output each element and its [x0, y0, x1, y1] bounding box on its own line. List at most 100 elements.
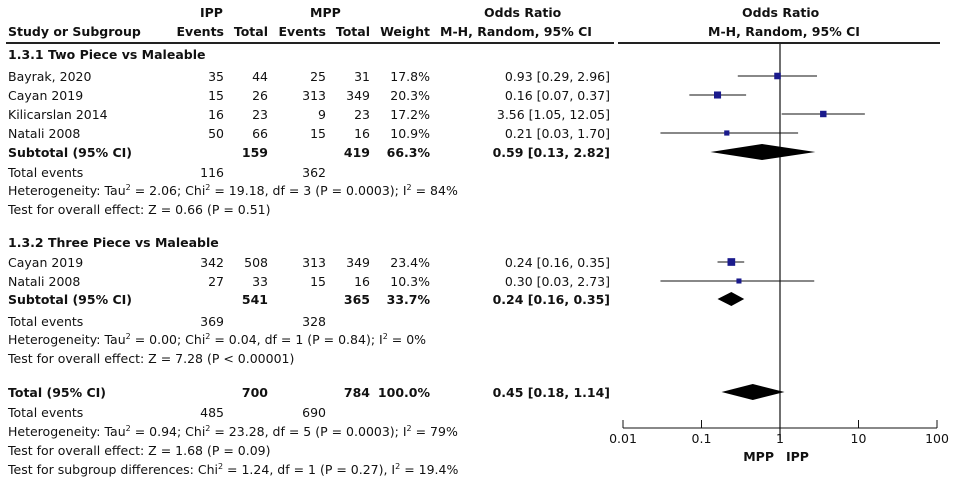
- subtotal-total-mpp: 365: [343, 292, 370, 307]
- header-rule: [6, 42, 614, 44]
- study-marker: [713, 91, 722, 99]
- study-marker: [736, 278, 742, 284]
- weight: 20.3%: [390, 88, 430, 103]
- odds-ratio-ci: 0.16 [0.07, 0.37]: [504, 88, 610, 103]
- total-total-ipp: 700: [241, 385, 268, 400]
- total-mpp: 23: [354, 107, 370, 122]
- total-label: Total (95% CI): [8, 385, 107, 400]
- study-name: Natali 2008: [8, 126, 81, 141]
- events-ipp: 342: [200, 255, 224, 270]
- total-mpp: 349: [346, 88, 370, 103]
- x-tick-label: 0.1: [692, 431, 712, 446]
- header-total-ipp: Total: [233, 24, 268, 39]
- total-ipp: 508: [244, 255, 268, 270]
- x-tick-label: 1: [776, 431, 784, 446]
- favours-left-label: MPP: [743, 449, 774, 464]
- weight: 17.8%: [390, 69, 430, 84]
- study-marker: [820, 110, 827, 118]
- total-mpp: 16: [354, 274, 370, 289]
- total-total-mpp: 784: [343, 385, 370, 400]
- subtotal-label: Subtotal (95% CI): [8, 145, 132, 160]
- header-plot-odds-ratio: Odds Ratio: [742, 5, 820, 20]
- events-mpp: 25: [310, 69, 326, 84]
- study-marker: [774, 72, 781, 80]
- subtotal-label: Subtotal (95% CI): [8, 292, 132, 307]
- odds-ratio-ci: 0.30 [0.03, 2.73]: [504, 274, 610, 289]
- favours-right-label: IPP: [786, 449, 809, 464]
- study-name: Bayrak, 2020: [8, 69, 92, 84]
- heterogeneity-text: Heterogeneity: Tau2 = 0.94; Chi2 = 23.28…: [8, 423, 458, 439]
- weight: 17.2%: [390, 107, 430, 122]
- header-method: M-H, Random, 95% CI: [440, 24, 592, 39]
- study-marker: [724, 130, 730, 136]
- x-tick-label: 100: [925, 431, 949, 446]
- odds-ratio-ci: 0.21 [0.03, 1.70]: [504, 126, 610, 141]
- header-events-ipp: Events: [176, 24, 224, 39]
- events-mpp: 313: [302, 88, 326, 103]
- subtotal-total-ipp: 541: [241, 292, 268, 307]
- overall-effect-text: Test for overall effect: Z = 1.68 (P = 0…: [8, 443, 271, 458]
- total-mpp: 31: [354, 69, 370, 84]
- header-group-mpp: MPP: [310, 5, 341, 20]
- subtotal-weight: 33.7%: [386, 292, 430, 307]
- subtotal-ci: 0.59 [0.13, 2.82]: [492, 145, 610, 160]
- events-ipp: 50: [208, 126, 224, 141]
- total-events-mpp: 362: [302, 165, 326, 180]
- total-ipp: 26: [252, 88, 268, 103]
- study-name: Kilicarslan 2014: [8, 107, 108, 122]
- subtotal-ci: 0.24 [0.16, 0.35]: [492, 292, 610, 307]
- header-total-mpp: Total: [335, 24, 370, 39]
- subtotal-total-ipp: 159: [241, 145, 268, 160]
- total-events-mpp: 690: [302, 405, 326, 420]
- heterogeneity-text: Heterogeneity: Tau2 = 0.00; Chi2 = 0.04,…: [8, 331, 427, 347]
- total-mpp: 349: [346, 255, 370, 270]
- total-events-label: Total events: [8, 165, 84, 180]
- weight: 10.3%: [390, 274, 430, 289]
- header-odds-ratio: Odds Ratio: [484, 5, 562, 20]
- header-study: Study or Subgroup: [8, 24, 141, 39]
- weight: 23.4%: [390, 255, 430, 270]
- summary-diamond: [721, 384, 785, 400]
- events-mpp: 15: [310, 126, 326, 141]
- odds-ratio-ci: 3.56 [1.05, 12.05]: [496, 107, 610, 122]
- x-tick-label: 10: [851, 431, 867, 446]
- heterogeneity-text: Heterogeneity: Tau2 = 2.06; Chi2 = 19.18…: [8, 182, 458, 198]
- events-mpp: 9: [318, 107, 326, 122]
- header-weight: Weight: [380, 24, 430, 39]
- header-group-ipp: IPP: [200, 5, 223, 20]
- weight: 10.9%: [390, 126, 430, 141]
- events-ipp: 27: [208, 274, 224, 289]
- total-events-ipp: 369: [200, 314, 224, 329]
- summary-diamond: [710, 144, 816, 160]
- total-ipp: 66: [252, 126, 268, 141]
- overall-effect-text: Test for overall effect: Z = 7.28 (P < 0…: [8, 351, 295, 366]
- total-events-label: Total events: [8, 314, 84, 329]
- total-events-mpp: 328: [302, 314, 326, 329]
- subtotal-total-mpp: 419: [343, 145, 370, 160]
- total-mpp: 16: [354, 126, 370, 141]
- total-events-label: Total events: [8, 405, 84, 420]
- overall-effect-text: Test for overall effect: Z = 0.66 (P = 0…: [8, 202, 271, 217]
- events-ipp: 35: [208, 69, 224, 84]
- subgroup-differences-text: Test for subgroup differences: Chi2 = 1.…: [8, 461, 459, 477]
- subtotal-weight: 66.3%: [386, 145, 430, 160]
- odds-ratio-ci: 0.93 [0.29, 2.96]: [504, 69, 610, 84]
- events-ipp: 15: [208, 88, 224, 103]
- events-ipp: 16: [208, 107, 224, 122]
- study-name: Cayan 2019: [8, 88, 84, 103]
- study-name: Natali 2008: [8, 274, 81, 289]
- summary-diamond: [717, 292, 745, 306]
- total-events-ipp: 485: [200, 405, 224, 420]
- header-rule-plot: [618, 42, 940, 44]
- total-ci: 0.45 [0.18, 1.14]: [492, 385, 610, 400]
- events-mpp: 313: [302, 255, 326, 270]
- study-marker: [727, 258, 736, 266]
- total-ipp: 44: [252, 69, 268, 84]
- section-title: 1.3.1 Two Piece vs Maleable: [8, 47, 206, 62]
- section-title: 1.3.2 Three Piece vs Maleable: [8, 235, 219, 250]
- x-tick-label: 0.01: [609, 431, 637, 446]
- total-ipp: 23: [252, 107, 268, 122]
- odds-ratio-ci: 0.24 [0.16, 0.35]: [504, 255, 610, 270]
- header-events-mpp: Events: [278, 24, 326, 39]
